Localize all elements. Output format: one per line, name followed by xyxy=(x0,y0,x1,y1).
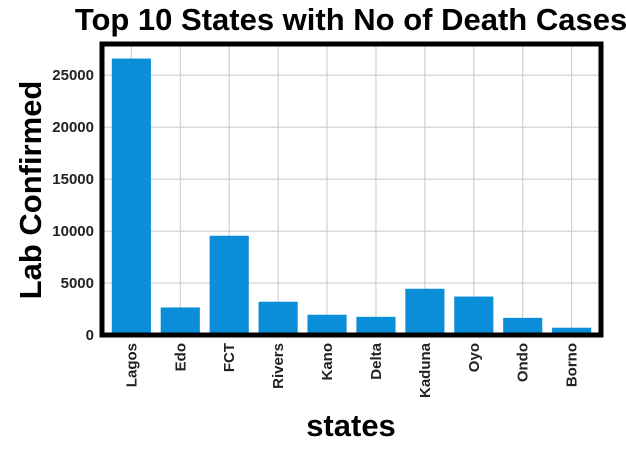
y-tick-label: 5000 xyxy=(61,275,94,292)
x-tick-label: Ondo xyxy=(515,343,532,382)
y-tick-label: 10000 xyxy=(52,223,94,240)
x-tick-label: Edo xyxy=(172,343,189,371)
bar-rivers xyxy=(258,301,298,335)
x-tick-labels: Lagos Edo FCT Rivers Kano Delta Kaduna Oyo Ondo B… xyxy=(123,342,580,398)
bar-delta xyxy=(356,316,396,335)
y-tick-label: 20000 xyxy=(52,119,94,136)
y-axis-label: Lab Confirmed xyxy=(13,81,48,300)
y-tick-label: 0 xyxy=(86,327,94,344)
x-tick-label: Delta xyxy=(368,342,385,379)
x-tick-label: Kano xyxy=(319,343,336,381)
x-axis-label: states xyxy=(306,408,396,443)
bars xyxy=(111,58,592,336)
plot-frame xyxy=(99,41,604,338)
y-tick-label: 25000 xyxy=(52,67,94,84)
bar-kano xyxy=(307,314,347,335)
x-tick-label: Kaduna xyxy=(417,342,434,398)
x-tick-label: Lagos xyxy=(123,343,140,387)
x-tick-label: FCT xyxy=(221,343,238,372)
bar-borno xyxy=(552,327,592,335)
bar-kaduna xyxy=(405,288,445,335)
grid xyxy=(102,44,601,336)
y-tick-label: 15000 xyxy=(52,171,94,188)
bar-lagos xyxy=(111,58,151,336)
x-tick-label: Borno xyxy=(564,343,581,387)
chart-title: Top 10 States with No of Death Cases xyxy=(75,2,626,37)
y-tick-labels: 0 5000 10000 15000 20000 25000 xyxy=(52,67,94,344)
x-tick-label: Oyo xyxy=(466,343,483,372)
bar-oyo xyxy=(454,296,494,335)
bar-fct xyxy=(209,235,249,335)
bar-edo xyxy=(160,307,200,335)
bar-ondo xyxy=(503,317,543,335)
x-tick-label: Rivers xyxy=(270,343,287,389)
